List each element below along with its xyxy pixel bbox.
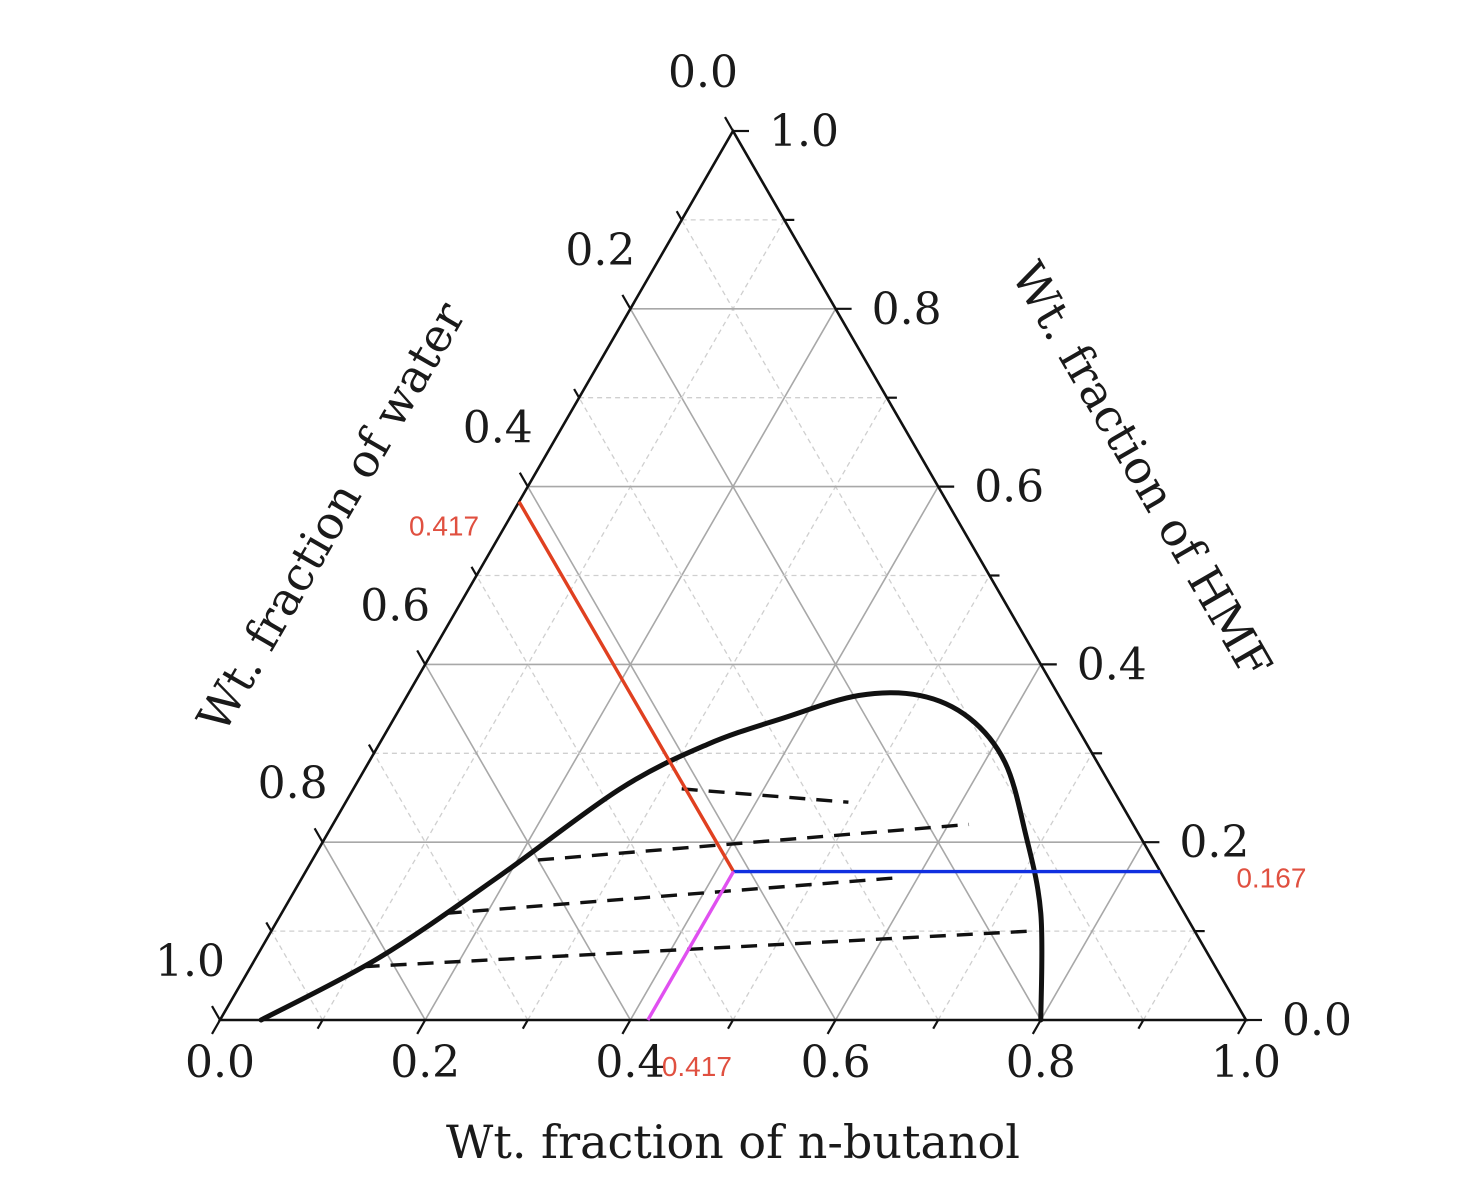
grid-major-butanol <box>834 664 1042 1021</box>
right-tick-label: 0.8 <box>872 284 942 335</box>
butanol-composition-line <box>646 870 735 1021</box>
grid-minor-water <box>578 397 939 1021</box>
tick-labels: 0.0 0.2 0.4 0.6 0.8 1.00.00.20.40.60.81.00.00… <box>155 47 1352 1088</box>
grid-minor-butanol <box>732 575 991 1021</box>
left-tick-label: 0.2 <box>565 225 635 276</box>
left-axis-tick <box>211 1005 221 1021</box>
bottom-axis-tick <box>316 1019 324 1030</box>
grid-minor-butanol <box>937 752 1093 1021</box>
left-axis-tick <box>724 116 734 132</box>
grid-minor-water <box>270 930 324 1021</box>
tie-line <box>537 822 970 862</box>
left-axis-tick <box>675 210 683 221</box>
left-tick-label: 0.6 <box>360 580 430 631</box>
bottom-tick-label: 0.8 <box>1006 1037 1076 1088</box>
bottom-axis-tick <box>1237 1019 1247 1035</box>
bottom-tick-label: 1.0 <box>1211 1037 1281 1088</box>
binodal-curve <box>258 690 1045 1023</box>
left-axis-tick <box>621 294 632 310</box>
right-tick-label: 1.0 <box>769 106 839 157</box>
tie-line <box>363 929 1031 969</box>
right-tick-label: 0.4 <box>1077 639 1147 690</box>
grid-major-water <box>321 841 426 1021</box>
grid-minor-butanol <box>1142 930 1196 1021</box>
bottom-axis-tick <box>211 1019 221 1035</box>
right-tick-label: 0.2 <box>1179 817 1249 868</box>
bottom-axis-tick <box>521 1019 529 1030</box>
grid-major-water <box>424 664 632 1021</box>
tie-lines <box>363 787 1031 969</box>
left-tick-label: 0.4 <box>463 403 533 454</box>
left-tick-label: 0.0 <box>668 47 738 98</box>
bottom-axis-tick <box>932 1019 940 1030</box>
bottom-axis-tick <box>621 1019 632 1035</box>
bottom-axis-tick <box>727 1019 734 1030</box>
left-axis-tick <box>518 472 529 488</box>
grid-minor-butanol <box>322 219 785 1021</box>
bottom-tick-label: 0.2 <box>390 1037 460 1088</box>
tie-line <box>681 787 849 804</box>
tie-line <box>445 876 898 916</box>
left-axis-tick <box>265 921 273 932</box>
axis-ticks <box>211 116 1262 1035</box>
water-composition-line <box>517 500 735 873</box>
hmf-fraction-annotation: 0.167 <box>1236 863 1306 894</box>
left-tick-label: 0.8 <box>258 758 328 809</box>
left-tick-label: 1.0 <box>155 936 225 987</box>
left-axis-tick <box>470 566 478 577</box>
left-axis-tick <box>416 649 427 665</box>
bottom-axis-tick <box>1137 1019 1145 1030</box>
bottom-axis-tick <box>1031 1019 1042 1035</box>
water-fraction-annotation: 0.417 <box>409 511 479 542</box>
left-axis-tick <box>573 388 581 399</box>
bottom-tick-label: 0.4 <box>595 1037 665 1088</box>
bottom-axis-tick <box>416 1019 427 1035</box>
right-tick-label: 0.0 <box>1282 995 1352 1046</box>
grid-minor-water <box>681 219 1144 1021</box>
grid-minor-butanol <box>527 397 888 1021</box>
bottom-tick-label: 0.6 <box>801 1037 871 1088</box>
butanol-fraction-annotation: 0.417 <box>662 1051 732 1082</box>
right-tick-label: 0.6 <box>974 462 1044 513</box>
bottom-tick-label: 0.0 <box>185 1037 255 1088</box>
left-axis-tick <box>313 827 324 843</box>
bottom-axis-tick <box>826 1019 837 1035</box>
grid-minor-water <box>373 752 529 1021</box>
left-axis-tick <box>367 744 375 754</box>
bottom-axis-title: Wt. fraction of n-butanol <box>446 1115 1020 1169</box>
